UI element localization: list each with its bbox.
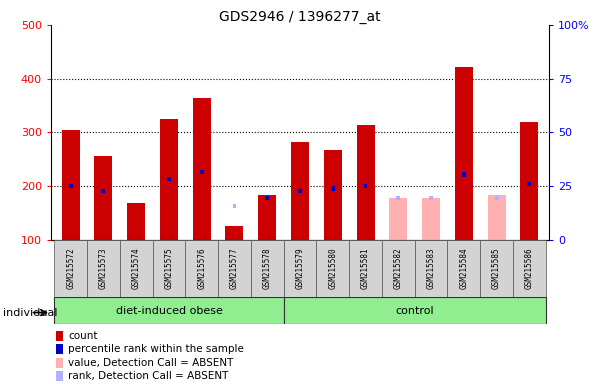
Text: GSM215574: GSM215574	[131, 247, 140, 288]
Bar	[462, 172, 466, 177]
Text: GSM215577: GSM215577	[230, 247, 239, 288]
Bar	[127, 204, 145, 240]
Text: GSM215582: GSM215582	[394, 247, 403, 288]
Text: GSM215576: GSM215576	[197, 247, 206, 288]
Bar	[56, 344, 63, 354]
Bar	[152, 240, 185, 298]
Text: GSM215575: GSM215575	[164, 247, 173, 288]
Text: GSM215586: GSM215586	[525, 247, 534, 288]
Text: value, Detection Call = ABSENT: value, Detection Call = ABSENT	[68, 358, 233, 368]
Bar	[448, 240, 480, 298]
Bar	[94, 156, 112, 240]
Text: rank, Detection Call = ABSENT: rank, Detection Call = ABSENT	[68, 371, 229, 381]
Bar	[415, 240, 448, 298]
Bar	[527, 182, 532, 186]
Text: count: count	[68, 331, 98, 341]
Bar	[251, 240, 284, 298]
Title: GDS2946 / 1396277_at: GDS2946 / 1396277_at	[219, 10, 381, 24]
Text: GSM215573: GSM215573	[99, 247, 108, 288]
Bar	[87, 240, 120, 298]
Bar	[520, 122, 538, 240]
Bar	[291, 142, 309, 240]
Bar	[193, 98, 211, 240]
Text: GSM215579: GSM215579	[296, 247, 305, 288]
Bar	[226, 226, 244, 240]
Text: GSM215572: GSM215572	[66, 247, 75, 288]
Bar	[513, 240, 546, 298]
Bar	[62, 130, 80, 240]
Bar	[494, 196, 499, 200]
Bar	[258, 195, 276, 240]
Bar	[68, 184, 73, 189]
Bar	[364, 184, 367, 189]
Bar	[56, 358, 63, 367]
Bar	[54, 297, 284, 324]
Bar	[298, 189, 302, 193]
Bar	[167, 177, 171, 181]
Text: control: control	[395, 306, 434, 316]
Bar	[349, 240, 382, 298]
Text: GSM215580: GSM215580	[328, 247, 337, 288]
Bar	[56, 371, 63, 381]
Bar	[284, 297, 546, 324]
Text: GSM215581: GSM215581	[361, 247, 370, 288]
Bar	[200, 170, 203, 174]
Bar	[284, 240, 316, 298]
Bar	[356, 126, 374, 240]
Bar	[455, 67, 473, 240]
Text: GSM215578: GSM215578	[263, 247, 272, 288]
Bar	[233, 204, 236, 208]
Bar	[480, 240, 513, 298]
Bar	[382, 240, 415, 298]
Bar	[160, 119, 178, 240]
Bar	[265, 196, 269, 200]
Bar	[488, 195, 506, 240]
Bar	[331, 186, 335, 190]
Bar	[422, 198, 440, 240]
Text: diet-induced obese: diet-induced obese	[116, 306, 223, 316]
Bar	[185, 240, 218, 298]
Bar	[316, 240, 349, 298]
Bar	[101, 189, 106, 193]
Text: percentile rank within the sample: percentile rank within the sample	[68, 344, 244, 354]
Bar	[429, 196, 433, 200]
Bar	[218, 240, 251, 298]
Text: GSM215584: GSM215584	[460, 247, 469, 288]
Bar	[54, 240, 87, 298]
Bar	[324, 150, 342, 240]
Bar	[120, 240, 152, 298]
Text: individual: individual	[3, 308, 58, 318]
Text: GSM215585: GSM215585	[492, 247, 501, 288]
Bar	[389, 198, 407, 240]
Bar	[56, 331, 63, 341]
Text: GSM215583: GSM215583	[427, 247, 436, 288]
Bar	[397, 196, 400, 200]
